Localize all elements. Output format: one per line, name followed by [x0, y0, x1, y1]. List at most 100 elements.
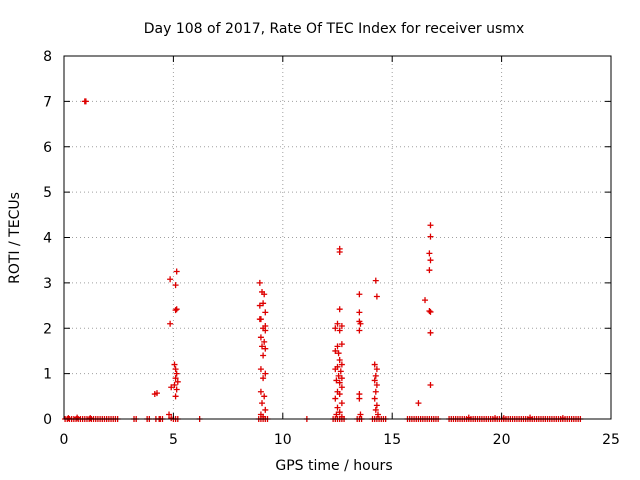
data-point	[333, 411, 340, 418]
y-tick-label: 3	[43, 276, 52, 292]
y-tick-label: 0	[43, 412, 52, 428]
data-point	[373, 366, 380, 373]
data-point	[338, 384, 345, 391]
data-point	[256, 316, 263, 323]
data-point	[336, 409, 343, 416]
data-point	[172, 307, 179, 314]
data-point	[262, 327, 269, 334]
y-tick-labels: 0 1 2 3 4 5 6 7 8	[43, 49, 52, 428]
data-point	[465, 414, 472, 421]
data-point	[336, 357, 343, 364]
data-point	[262, 345, 269, 352]
data-point	[168, 384, 175, 391]
data-point	[356, 327, 363, 334]
data-point	[336, 391, 343, 398]
data-point	[74, 414, 81, 421]
y-tick-label: 6	[43, 140, 52, 156]
data-point	[261, 338, 268, 345]
data-point	[167, 276, 174, 283]
x-tick-label: 5	[169, 432, 178, 448]
data-point	[172, 366, 179, 373]
data-point	[372, 406, 379, 413]
data-point	[167, 320, 174, 327]
data-point	[332, 347, 339, 354]
y-tick-label: 2	[43, 321, 52, 337]
axis-ticks	[63, 55, 612, 420]
data-point	[427, 233, 434, 240]
data-point	[262, 370, 269, 377]
data-point	[153, 390, 160, 397]
data-point	[427, 381, 434, 388]
data-point	[373, 381, 380, 388]
data-point	[338, 400, 345, 407]
data-point	[257, 334, 264, 341]
data-point	[173, 306, 180, 313]
data-point	[335, 372, 342, 379]
data-point	[332, 325, 339, 332]
data-point	[527, 414, 534, 421]
data-point	[372, 372, 379, 379]
data-point	[373, 293, 380, 300]
x-tick-label: 10	[274, 432, 292, 448]
data-point	[87, 415, 94, 422]
data-point	[336, 379, 343, 386]
y-tick-label: 1	[43, 367, 52, 383]
data-point	[426, 250, 433, 257]
data-point	[559, 415, 566, 422]
data-point	[492, 415, 499, 422]
data-point	[172, 393, 179, 400]
data-point	[426, 308, 433, 315]
x-tick-label: 0	[60, 432, 69, 448]
data-point	[262, 309, 269, 316]
data-point	[373, 402, 380, 409]
y-tick-label: 4	[43, 231, 52, 247]
data-point	[336, 306, 343, 313]
data-point	[372, 277, 379, 284]
data-point	[171, 361, 178, 368]
grid-lines	[64, 56, 611, 419]
data-point	[172, 375, 179, 382]
data-point	[335, 350, 342, 357]
x-tick-label: 15	[383, 432, 401, 448]
y-tick-label: 8	[43, 49, 52, 65]
data-point	[427, 257, 434, 264]
data-point	[333, 377, 340, 384]
data-point	[65, 415, 72, 422]
data-point	[371, 361, 378, 368]
data-point	[357, 320, 364, 327]
data-point	[426, 267, 433, 274]
data-point	[256, 279, 263, 286]
data-point	[171, 381, 178, 388]
x-tick-label: 25	[602, 432, 620, 448]
data-point	[336, 327, 343, 334]
data-point	[256, 302, 263, 309]
data-point	[166, 411, 173, 418]
data-point	[338, 375, 345, 382]
data-point	[260, 352, 267, 359]
data-point	[337, 368, 344, 375]
data-point	[357, 411, 364, 418]
data-point	[260, 300, 267, 307]
data-point	[173, 268, 180, 275]
y-tick-label: 5	[43, 185, 52, 201]
data-point	[371, 395, 378, 402]
data-point	[356, 309, 363, 316]
x-axis-label: GPS time / hours	[275, 458, 392, 474]
data-point	[336, 249, 343, 256]
data-point	[356, 395, 363, 402]
data-point	[356, 291, 363, 298]
data-point	[334, 320, 341, 327]
x-tick-label: 20	[493, 432, 511, 448]
data-point	[334, 404, 341, 411]
data-point	[371, 377, 378, 384]
y-tick-label: 7	[43, 94, 52, 110]
data-point	[338, 322, 345, 329]
data-point	[374, 411, 381, 418]
data-point	[174, 378, 181, 385]
data-point	[257, 366, 264, 373]
y-axis-label: ROTI / TECUs	[7, 192, 23, 284]
data-point	[261, 393, 268, 400]
data-point	[262, 406, 269, 413]
data-point	[261, 291, 268, 298]
